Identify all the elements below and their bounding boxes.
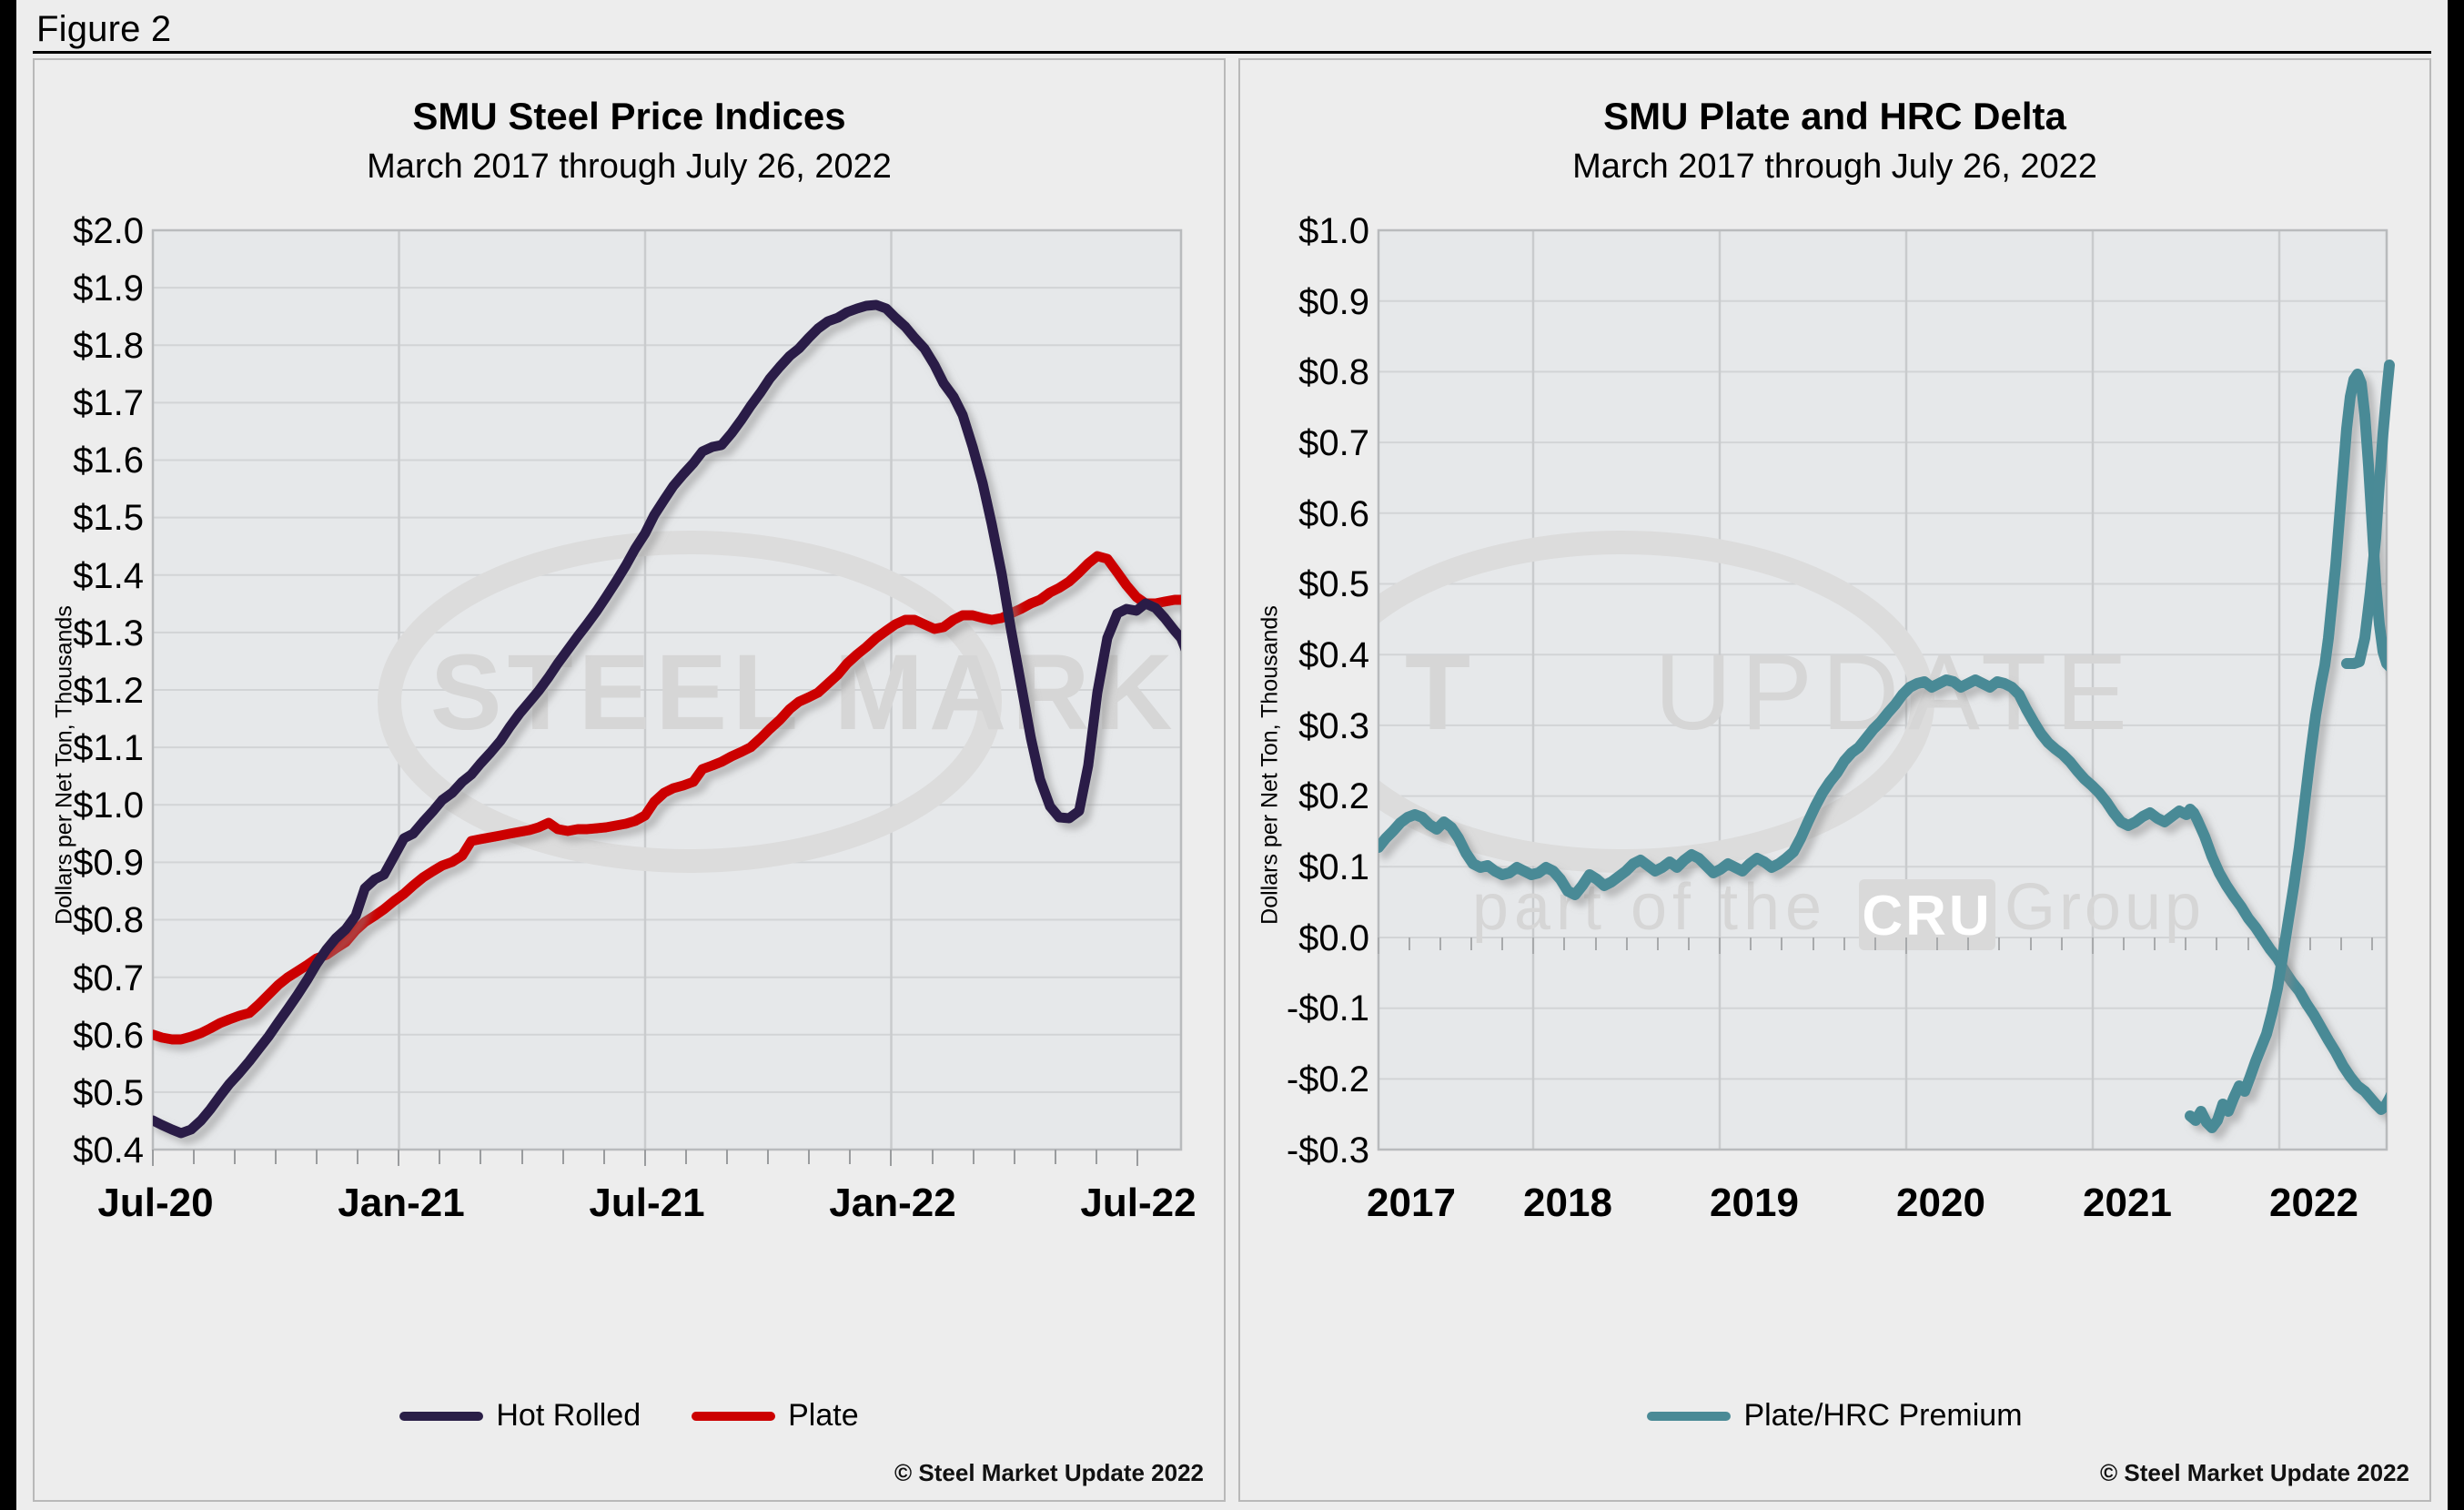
svg-text:Jul-20: Jul-20 [97,1181,213,1225]
x-ticks-left [152,1150,1138,1166]
legend-right: Plate/HRC Premium [1240,1398,2429,1434]
x-ticks-right [1378,937,2373,954]
svg-text:$0.9: $0.9 [1298,282,1369,322]
legend-item-plate-hrc-premium[interactable]: Plate/HRC Premium [1647,1398,2023,1434]
plot-left: STEEL MARKE [73,211,1196,1225]
svg-text:$1.4: $1.4 [73,556,144,596]
legend-swatch-plate-hrc-premium [1647,1411,1732,1421]
svg-text:$0.3: $0.3 [1298,706,1369,746]
svg-text:2019: 2019 [1710,1181,1799,1225]
svg-text:$1.2: $1.2 [73,671,144,711]
svg-text:$0.2: $0.2 [1298,776,1369,816]
svg-text:$0.6: $0.6 [1298,494,1369,534]
svg-text:2022: 2022 [2269,1181,2358,1225]
panel-smu-steel-price-indices: SMU Steel Price Indices March 2017 throu… [33,58,1226,1502]
chart-title-left: SMU Steel Price Indices [412,95,846,137]
svg-text:2020: 2020 [1896,1181,1985,1225]
svg-text:$0.7: $0.7 [1298,423,1369,463]
svg-text:$0.4: $0.4 [73,1130,144,1171]
series-plate-hrc-premium-tail [2385,663,2387,672]
svg-text:$2.0: $2.0 [73,211,144,251]
legend-item-hot-rolled[interactable]: Hot Rolled [399,1398,641,1434]
svg-text:$1.6: $1.6 [73,441,144,481]
svg-text:Jan-22: Jan-22 [829,1181,955,1225]
svg-text:$0.1: $0.1 [1298,847,1369,887]
x-tick-labels-left: Jul-20 Jan-21 Jul-21 Jan-22 Jul-22 [97,1181,1196,1225]
figure-divider [33,51,2431,54]
svg-text:$1.9: $1.9 [73,269,144,309]
plot-right: T UPDATE part of the CRU Group [1287,211,2388,1225]
legend-swatch-hot-rolled [399,1411,484,1421]
svg-text:$0.6: $0.6 [73,1016,144,1056]
svg-text:$1.3: $1.3 [73,613,144,654]
legend-left: Hot Rolled Plate [35,1398,1224,1434]
svg-text:$1.0: $1.0 [73,785,144,826]
svg-text:$0.5: $0.5 [1298,564,1369,604]
copyright-left: © Steel Market Update 2022 [894,1459,1204,1486]
svg-text:Jul-22: Jul-22 [1080,1181,1196,1225]
svg-text:-$0.1: -$0.1 [1287,988,1369,1029]
svg-text:$1.7: $1.7 [73,383,144,423]
svg-text:$0.8: $0.8 [73,900,144,940]
svg-text:$0.5: $0.5 [73,1073,144,1113]
svg-text:$0.0: $0.0 [1298,918,1369,958]
legend-swatch-plate [692,1411,776,1421]
legend-label-hot-rolled: Hot Rolled [496,1398,641,1433]
y-tick-labels-left: $2.0 $1.9 $1.8 $1.7 $1.6 $1.5 $1.4 $1.3 … [73,211,144,1171]
svg-text:Jan-21: Jan-21 [338,1181,464,1225]
svg-text:2017: 2017 [1367,1181,1456,1225]
legend-item-plate[interactable]: Plate [692,1398,859,1434]
svg-text:Jul-21: Jul-21 [589,1181,704,1225]
legend-label-plate-hrc-premium: Plate/HRC Premium [1743,1398,2023,1433]
svg-text:-$0.3: -$0.3 [1287,1130,1369,1171]
copyright-right: © Steel Market Update 2022 [2100,1459,2409,1486]
svg-text:2021: 2021 [2083,1181,2172,1225]
svg-text:2018: 2018 [1523,1181,1612,1225]
svg-text:-$0.2: -$0.2 [1287,1059,1369,1100]
svg-text:$0.8: $0.8 [1298,352,1369,392]
panel-smu-plate-hrc-delta: SMU Plate and HRC Delta March 2017 throu… [1238,58,2431,1502]
svg-text:$0.9: $0.9 [73,843,144,883]
y-tick-labels-right: $1.0 $0.9 $0.8 $0.7 $0.6 $0.5 $0.4 $0.3 … [1287,211,1369,1171]
x-tick-labels-right: 2017 2018 2019 2020 2021 2022 [1367,1181,2358,1225]
svg-text:$1.0: $1.0 [1298,211,1369,251]
svg-text:$0.4: $0.4 [1298,635,1369,675]
svg-text:$0.7: $0.7 [73,958,144,998]
series-plate-hrc-premium [1378,674,2387,1115]
svg-text:$1.5: $1.5 [73,498,144,538]
figure-label: Figure 2 [36,9,172,49]
legend-label-plate: Plate [788,1398,859,1433]
chart-panels: SMU Steel Price Indices March 2017 throu… [33,58,2431,1502]
figure-container: Figure 2 SMU Steel Price Indices March 2… [16,0,2448,1510]
chart-subtitle-right: March 2017 through July 26, 2022 [1572,147,2097,186]
svg-text:$1.1: $1.1 [73,728,144,768]
series-hot-rolled [153,299,1181,1139]
chart-subtitle-left: March 2017 through July 26, 2022 [367,147,892,186]
chart-title-right: SMU Plate and HRC Delta [1603,95,2066,137]
svg-text:$1.8: $1.8 [73,326,144,366]
